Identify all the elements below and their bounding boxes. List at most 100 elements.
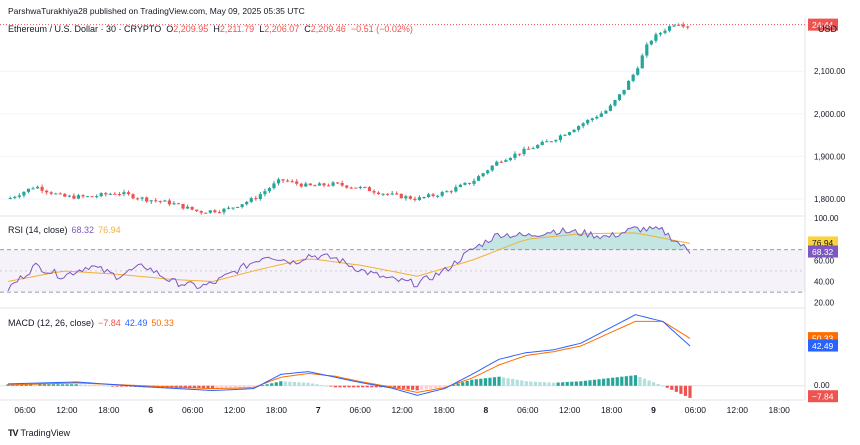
macd-histogram-bar [411,385,415,390]
candle-body [17,195,21,197]
macd-histogram-bar [29,384,33,386]
macd-histogram-bar [552,382,556,386]
rsi-legend[interactable]: RSI (14, close) 68.32 76.94 [8,225,125,235]
macd-histogram-bar [20,384,24,386]
macd-histogram-bar [683,385,688,396]
macd-histogram-bar [101,385,106,387]
candle-body [508,157,513,161]
candle-body [131,194,135,199]
candle-body [63,193,67,197]
candle-body [581,123,585,127]
macd-histogram-bar [338,385,342,388]
macd-histogram-bar [206,385,210,389]
rsi-tick-label: 20.00 [814,299,835,308]
macd-histogram-bar [261,385,265,387]
candle-body [290,181,294,183]
candle-body [686,26,690,28]
candle-body [49,192,53,194]
macd-histogram-bar [488,377,492,386]
candle-body [54,193,58,195]
macd-histogram-bar [574,381,578,386]
high-label: H [213,24,220,34]
macd-histogram-bar [265,384,269,386]
macd-histogram-bar [97,385,101,387]
macd-histogram-bar [461,382,465,386]
macd-histogram-bar [192,385,197,389]
candle-body [390,193,394,195]
price-tick-label: 1,900.00 [814,152,846,161]
candle-body [240,204,244,207]
candle-body [431,194,435,196]
macd-histogram-bar [624,376,628,386]
macd-histogram-bar [342,385,347,388]
candle-body [217,212,222,214]
macd-histogram-bar [451,384,456,386]
candle-body [272,183,276,189]
close-label: C [304,24,311,34]
rsi-ma-value-tag-text: 76.94 [812,238,834,248]
macd-histogram-bar [611,377,615,386]
rsi-value-tag-text: 68.32 [812,247,834,257]
macd-histogram-bar [251,385,256,388]
macd-histogram-bar [297,382,301,386]
candle-body [99,193,103,197]
candle-body [413,198,417,201]
time-tick-label: 6 [148,405,153,415]
candle-body [40,186,44,191]
macd-histogram-bar [197,385,201,389]
macd-histogram-bar [220,385,224,389]
macd-histogram-bar [238,385,242,388]
candle-body [526,148,531,150]
candle-body [631,74,635,81]
candle-body [295,181,299,184]
macd-histogram-bar [674,385,678,392]
candle-body [190,206,194,210]
macd-histogram-bar [656,384,660,386]
macd-histogram-bar [501,377,506,386]
candle-body [531,148,535,150]
candle-body [358,186,362,188]
candle-body [163,200,167,202]
candle-body [490,165,494,171]
rsi-legend-value: 68.32 [71,225,95,235]
candle-body [399,193,403,199]
time-tick-label: 8 [484,405,489,415]
candle-body [663,30,667,33]
macd-histogram-bar [356,385,360,388]
candle-body [158,200,162,202]
macd-histogram-bar [433,385,437,389]
macd-histogram-bar [301,382,306,386]
candle-body [35,186,40,189]
candle-body [254,198,258,200]
candle-body [249,198,253,202]
candle-body [22,191,26,196]
macd-legend-label: MACD (12, 26, close) [8,318,95,328]
macd-histogram-bar [315,384,319,386]
candle-body [649,40,653,45]
candle-body [386,193,390,195]
macd-histogram-bar [233,385,237,388]
macd-histogram-bar [570,381,574,386]
candle-body [245,201,249,205]
tradingview-logo[interactable]: TV TradingView [8,428,70,438]
candle-body [540,141,544,146]
candle-body [467,182,472,184]
candle-body [554,140,558,142]
macd-legend[interactable]: MACD (12, 26, close) −7.84 42.49 50.33 [8,318,178,328]
candle-body [140,197,144,199]
time-tick-label: 9 [651,405,656,415]
macd-histogram-bar [529,381,533,386]
candle-body [376,192,381,195]
currency-label[interactable]: USD [818,24,838,34]
candle-body [445,191,449,193]
candle-body [213,210,217,213]
candle-body [195,209,199,212]
candle-body [545,141,549,143]
candle-body [499,161,503,163]
candle-body [658,32,663,35]
macd-histogram-bar [515,379,519,386]
candle-body [672,25,676,27]
signal-line [7,320,691,393]
candle-body [463,182,467,185]
macd-legend-value: 42.49 [124,318,148,328]
